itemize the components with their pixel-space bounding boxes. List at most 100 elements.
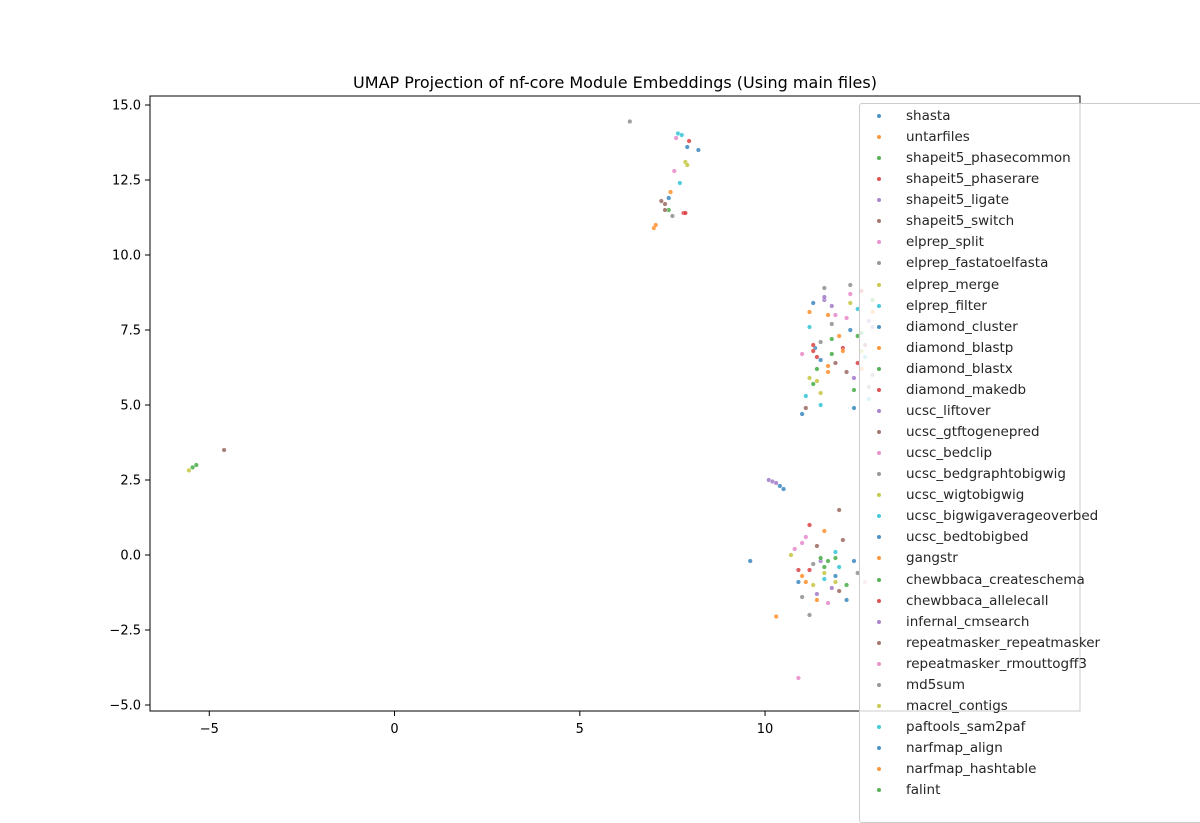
legend-marker xyxy=(877,282,881,287)
scatter-point xyxy=(807,309,813,315)
scatter-point xyxy=(653,222,659,228)
scatter-point xyxy=(814,366,820,372)
scatter-point xyxy=(695,147,701,153)
legend-marker xyxy=(877,240,881,245)
legend-entry: ucsc_bedtobigbed xyxy=(860,527,1200,547)
scatter-point xyxy=(818,357,824,363)
legend-label: ucsc_bedgraphtobigwig xyxy=(906,466,1066,483)
legend-marker xyxy=(877,703,881,708)
scatter-point xyxy=(836,588,842,594)
scatter-point xyxy=(844,597,850,603)
scatter-point xyxy=(795,579,801,585)
scatter-point xyxy=(844,315,850,321)
legend-marker xyxy=(877,430,881,435)
legend-label: falint xyxy=(906,782,941,799)
scatter-point xyxy=(825,600,831,606)
legend-marker xyxy=(877,135,881,140)
scatter-point xyxy=(781,486,787,492)
x-tick-label: 10 xyxy=(757,722,774,737)
scatter-chart: UMAP Projection of nf-core Module Embedd… xyxy=(109,73,1081,737)
legend-label: chewbbaca_createschema xyxy=(906,571,1085,588)
scatter-point xyxy=(825,363,831,369)
scatter-point xyxy=(821,285,827,291)
scatter-point xyxy=(844,582,850,588)
data-points xyxy=(186,118,876,681)
legend-label: diamond_cluster xyxy=(906,318,1018,335)
x-tick-label: 5 xyxy=(576,722,584,737)
scatter-point xyxy=(747,558,753,564)
scatter-point xyxy=(818,390,824,396)
scatter-point xyxy=(186,467,192,473)
scatter-point xyxy=(840,537,846,543)
scatter-point xyxy=(847,282,853,288)
y-tick-label: 10.0 xyxy=(112,249,141,264)
legend-label: shasta xyxy=(906,108,951,124)
legend-marker xyxy=(877,303,881,308)
scatter-point xyxy=(803,534,809,540)
scatter-point xyxy=(851,387,857,393)
legend-entry: repeatmasker_rmouttogff3 xyxy=(860,654,1200,674)
scatter-point xyxy=(829,351,835,357)
legend-entry: elprep_merge xyxy=(860,275,1200,295)
scatter-point xyxy=(807,324,813,330)
legend-marker xyxy=(877,682,881,687)
legend-entry: ucsc_bedclip xyxy=(860,443,1200,463)
scatter-point xyxy=(810,381,816,387)
legend-label: elprep_merge xyxy=(906,276,1000,293)
scatter-point xyxy=(669,213,675,219)
legend-entry: shapeit5_ligate xyxy=(860,190,1200,210)
scatter-point xyxy=(825,312,831,318)
scatter-point xyxy=(821,294,827,300)
legend-entry: elprep_filter xyxy=(860,296,1200,316)
scatter-point xyxy=(829,303,835,309)
scatter-point xyxy=(666,195,672,201)
legend-entry: md5sum xyxy=(860,675,1200,695)
legend-label: narfmap_align xyxy=(906,740,1003,757)
scatter-point xyxy=(810,342,816,348)
scatter-point xyxy=(668,189,674,195)
legend-entry: diamond_makedb xyxy=(860,380,1200,400)
scatter-point xyxy=(851,375,857,381)
legend-entry: shapeit5_phaserare xyxy=(860,169,1200,189)
legend-marker xyxy=(877,261,881,266)
legend-marker xyxy=(877,661,881,666)
legend-label: ucsc_bedtobigbed xyxy=(906,529,1029,546)
scatter-point xyxy=(851,558,857,564)
scatter-point xyxy=(818,555,824,561)
scatter-point xyxy=(799,351,805,357)
scatter-point xyxy=(844,369,850,375)
legend-marker xyxy=(877,366,881,371)
scatter-point xyxy=(836,333,842,339)
scatter-point xyxy=(799,540,805,546)
legend-label: shapeit5_phaserare xyxy=(906,171,1040,188)
scatter-point xyxy=(788,552,794,558)
y-tick-label: 2.5 xyxy=(120,474,141,489)
scatter-point xyxy=(803,393,809,399)
scatter-point xyxy=(799,411,805,417)
scatter-point xyxy=(773,614,779,620)
scatter-point xyxy=(832,555,838,561)
scatter-point xyxy=(825,558,831,564)
legend-marker xyxy=(877,177,881,182)
scatter-point xyxy=(662,207,668,213)
chart-title: UMAP Projection of nf-core Module Embedd… xyxy=(353,73,877,92)
scatter-point xyxy=(818,339,824,345)
scatter-point xyxy=(832,579,838,585)
legend-marker xyxy=(877,114,881,118)
scatter-point xyxy=(807,522,813,528)
legend-entry: diamond_blastx xyxy=(860,359,1200,379)
legend-entry: untarfiles xyxy=(860,127,1200,147)
y-tick-label: 5.0 xyxy=(120,399,141,414)
legend-entry: diamond_cluster xyxy=(860,317,1200,337)
scatter-point xyxy=(682,210,688,216)
legend-label: elprep_filter xyxy=(906,297,987,314)
legend-label: elprep_split xyxy=(906,234,984,251)
legend-marker xyxy=(877,493,881,498)
scatter-point xyxy=(814,597,820,603)
scatter-point xyxy=(671,168,677,174)
legend-label: ucsc_wigtobigwig xyxy=(906,487,1025,504)
legend-entry: ucsc_liftover xyxy=(860,401,1200,421)
scatter-point xyxy=(684,144,690,150)
legend-entry: infernal_cmsearch xyxy=(860,612,1200,632)
scatter-point xyxy=(814,354,820,360)
